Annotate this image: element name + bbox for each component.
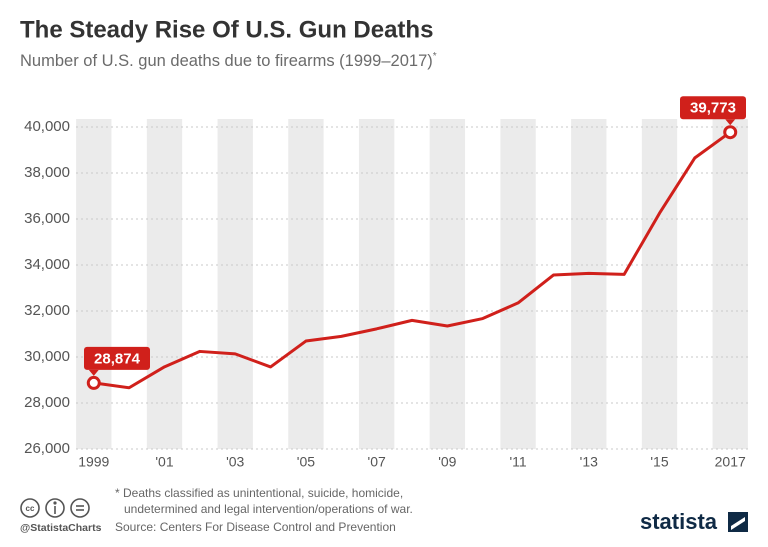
x-tick-label: '05 bbox=[297, 454, 315, 470]
y-tick-label: 30,000 bbox=[24, 348, 70, 365]
value-label: 39,773 bbox=[690, 100, 736, 117]
brand-icon bbox=[728, 512, 748, 532]
y-tick-label: 32,000 bbox=[24, 302, 70, 319]
y-tick-label: 36,000 bbox=[24, 210, 70, 227]
column-band bbox=[76, 119, 112, 449]
y-tick-label: 28,000 bbox=[24, 394, 70, 411]
column-band bbox=[217, 119, 253, 449]
chart-subtitle: Number of U.S. gun deaths due to firearm… bbox=[20, 51, 437, 71]
column-band bbox=[641, 119, 678, 449]
x-tick-label: '01 bbox=[155, 454, 173, 470]
cc-icons: cc bbox=[20, 498, 90, 518]
column-band bbox=[571, 119, 607, 449]
data-line bbox=[93, 131, 732, 390]
svg-text:cc: cc bbox=[26, 504, 35, 513]
y-tick-label: 40,000 bbox=[24, 118, 70, 135]
point-marker bbox=[723, 125, 738, 140]
x-tick-label: '03 bbox=[226, 454, 244, 470]
column-band bbox=[146, 119, 183, 449]
x-tick-label: '09 bbox=[438, 454, 456, 470]
point-marker bbox=[86, 375, 101, 390]
x-tick-label: '13 bbox=[580, 454, 598, 470]
column-band bbox=[288, 119, 324, 449]
y-tick-label: 26,000 bbox=[24, 440, 70, 457]
note: undetermined and legal intervention/oper… bbox=[124, 502, 413, 516]
credit: @StatistaCharts bbox=[20, 522, 102, 534]
value-label-box bbox=[680, 96, 746, 120]
x-tick-label: '15 bbox=[650, 454, 668, 470]
subtitle-text: Number of U.S. gun deaths due to firearm… bbox=[20, 52, 433, 70]
value-label-pointer bbox=[725, 119, 736, 126]
column-band bbox=[500, 119, 536, 449]
source: Source: Centers For Disease Control and … bbox=[115, 520, 396, 534]
y-tick-label: 34,000 bbox=[24, 256, 70, 273]
value-label: 28,874 bbox=[94, 350, 141, 367]
column-band bbox=[358, 119, 395, 449]
note: * Deaths classified as unintentional, su… bbox=[115, 486, 403, 500]
y-tick-label: 38,000 bbox=[24, 164, 70, 181]
x-tick-label: '07 bbox=[368, 454, 386, 470]
chart-title: The Steady Rise Of U.S. Gun Deaths bbox=[20, 16, 433, 43]
brand: statista bbox=[640, 509, 718, 534]
value-label-box bbox=[84, 346, 150, 370]
x-tick-label: '11 bbox=[509, 454, 526, 470]
x-tick-label: 2017 bbox=[715, 454, 746, 470]
column-band bbox=[429, 119, 466, 449]
x-tick-label: 1999 bbox=[78, 454, 109, 470]
value-label-pointer bbox=[88, 369, 99, 376]
column-band bbox=[712, 119, 748, 449]
subtitle-mark: * bbox=[433, 51, 437, 62]
